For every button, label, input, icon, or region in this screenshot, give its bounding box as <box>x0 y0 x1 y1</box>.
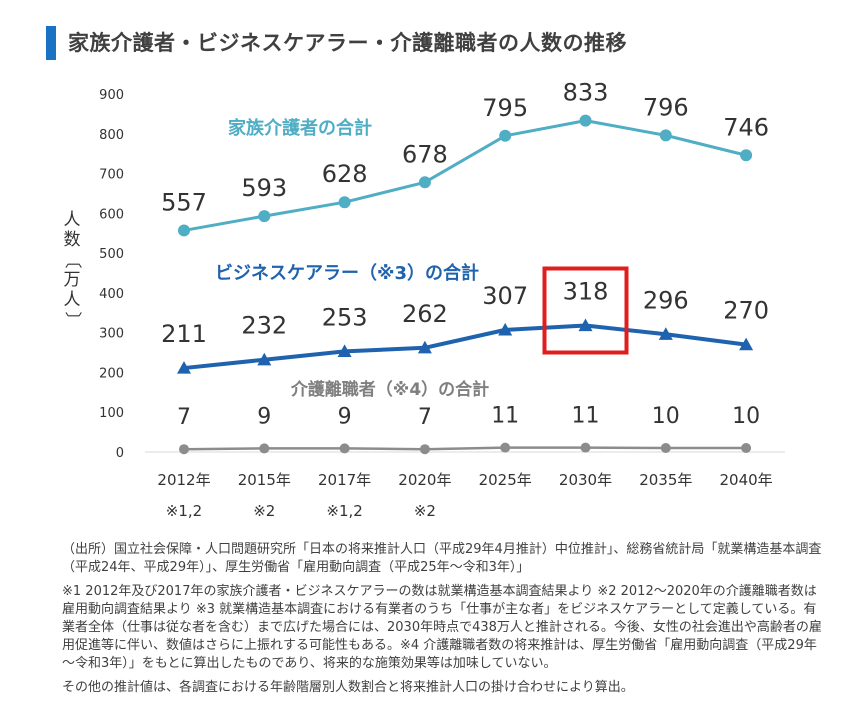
series-line-leave <box>182 446 748 451</box>
data-point-business <box>257 352 272 366</box>
data-label-leave: 7 <box>177 405 191 430</box>
data-label-family: 796 <box>643 93 689 121</box>
x-tick-label: 2030年 <box>559 471 612 489</box>
data-point-leave <box>580 442 591 453</box>
data-point-business <box>578 318 593 332</box>
x-axis-ticks: 2012年 ※1,2 2015年 ※2 2017年 ※1,2 2020年 ※2 2025年 203… <box>157 471 772 520</box>
y-axis-label-char: 〕 <box>62 312 82 329</box>
data-label-business: 211 <box>161 320 207 348</box>
x-tick-label: 2040年 <box>720 471 773 489</box>
data-point-leave <box>500 442 511 453</box>
x-tick-note: ※1,2 <box>166 502 202 520</box>
data-label-leave: 11 <box>491 404 519 429</box>
y-tick-label: 600 <box>99 207 124 222</box>
data-label-leave: 11 <box>572 404 600 429</box>
series-name-family: 家族介護者の合計 <box>228 117 372 139</box>
y-tick-label: 100 <box>99 406 124 421</box>
data-point-family <box>178 224 190 237</box>
data-label-business: 262 <box>402 300 448 328</box>
x-tick-label: 2017年 <box>318 471 371 489</box>
data-label-family: 746 <box>723 113 769 141</box>
series-line-business <box>182 323 749 371</box>
other-note: その他の推計値は、各調査における年齢階層別人数割合と将来推計人口の掛け合わせによ… <box>62 680 634 695</box>
y-axis-label-char: 〔 <box>62 252 82 269</box>
x-tick-label: 2035年 <box>639 471 692 489</box>
y-axis-label-char: 人 <box>64 290 81 310</box>
data-label-business: 270 <box>723 297 769 325</box>
data-point-family <box>258 210 271 223</box>
data-point-business <box>337 344 352 357</box>
y-tick-label: 500 <box>99 247 124 262</box>
data-label-leave: 7 <box>418 405 432 430</box>
data-label-family: 795 <box>482 94 528 122</box>
data-label-family: 628 <box>322 160 368 188</box>
data-label-leave: 10 <box>732 404 760 429</box>
data-point-family <box>418 176 431 189</box>
x-tick-note: ※2 <box>253 502 275 520</box>
x-tick-label: 2025年 <box>479 471 532 489</box>
source-note: （出所）国立社会保障・人口問題研究所「日本の将来推計人口（平成29年4月推計）中… <box>62 542 822 575</box>
title-accent-bar <box>46 26 56 60</box>
data-label-business: 296 <box>643 286 689 314</box>
page-title: 家族介護者・ビジネスケアラー・介護離職者の人数の推移 <box>68 31 627 55</box>
data-label-business: 307 <box>482 282 528 310</box>
y-tick-label: 0 <box>116 446 124 461</box>
data-point-leave <box>660 443 671 454</box>
y-axis-label-char: 人 <box>64 210 81 230</box>
data-point-business <box>498 322 513 336</box>
data-point-family <box>659 129 672 142</box>
data-label-business: 232 <box>241 312 287 340</box>
y-axis-label: 人数〔万人〕 <box>62 210 82 329</box>
series-name-business: ビジネスケアラー（※3）の合計 <box>215 262 479 284</box>
highlight-box <box>542 266 629 355</box>
data-label-family: 557 <box>161 188 207 216</box>
series-name-leave: 介護離職者（※4）の合計 <box>290 379 489 400</box>
series-layer <box>177 114 754 455</box>
data-label-business: 253 <box>322 303 368 331</box>
data-label-business: 318 <box>563 278 609 306</box>
data-point-business <box>739 337 754 351</box>
y-tick-label: 900 <box>99 88 124 103</box>
data-point-leave <box>741 443 752 454</box>
y-tick-label: 800 <box>99 128 124 143</box>
data-point-family <box>499 129 512 142</box>
y-tick-label: 200 <box>99 366 124 381</box>
data-label-family: 593 <box>241 174 287 202</box>
y-axis-label-char: 万 <box>64 270 81 290</box>
x-tick-note: ※2 <box>414 502 436 520</box>
data-point-leave <box>179 444 189 455</box>
series-line-family <box>182 119 748 232</box>
data-label-family: 833 <box>563 79 609 107</box>
data-label-leave: 10 <box>652 404 680 429</box>
data-point-family <box>740 149 753 162</box>
data-point-family <box>579 114 592 127</box>
footnote: ※1 2012年及び2017年の家族介護者・ビジネスケアラーの数は就業構造基本調… <box>62 584 822 671</box>
x-tick-label: 2012年 <box>157 471 210 489</box>
data-point-business <box>177 361 191 374</box>
data-point-leave <box>259 443 270 454</box>
notes-block: （出所）国立社会保障・人口問題研究所「日本の将来推計人口（平成29年4月推計）中… <box>62 541 822 703</box>
y-tick-label: 300 <box>99 327 124 342</box>
data-label-leave: 9 <box>257 404 271 429</box>
x-tick-note: ※1,2 <box>326 502 362 520</box>
data-point-leave <box>419 444 430 455</box>
data-point-business <box>658 327 673 340</box>
y-tick-label: 400 <box>99 287 124 302</box>
data-point-family <box>338 196 351 209</box>
x-tick-label: 2020年 <box>398 471 451 489</box>
data-label-leave: 9 <box>338 404 352 429</box>
y-axis-ticks: 0 100 200 300 400 500 600 700 800 900 <box>99 88 124 461</box>
data-label-family: 678 <box>402 140 448 168</box>
series-labels: 557 593 628 678 795 833 796 746 家族介護者の合計 211 232 25… <box>161 79 769 431</box>
x-tick-label: 2015年 <box>238 471 291 489</box>
data-point-business <box>417 340 432 354</box>
y-axis-label-char: 数 <box>64 230 81 250</box>
y-tick-label: 700 <box>99 168 124 183</box>
data-point-leave <box>339 443 350 454</box>
